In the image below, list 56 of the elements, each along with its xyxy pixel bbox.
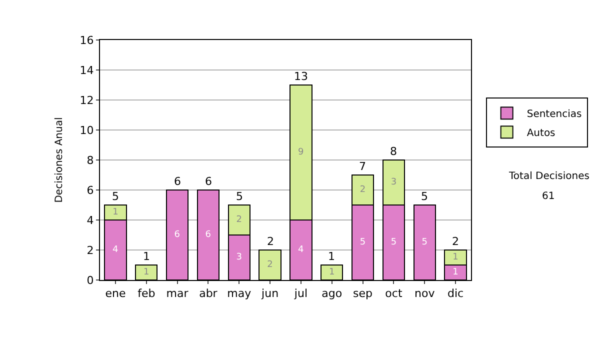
x-tick-label: mar xyxy=(166,287,189,300)
data-label: 5 xyxy=(390,238,397,248)
data-label: 5 xyxy=(360,238,366,248)
y-tick-label: 4 xyxy=(86,214,94,227)
data-label: 6 xyxy=(205,230,212,240)
total-label: 6 xyxy=(205,175,212,188)
total-label: 5 xyxy=(112,190,119,203)
x-tick-label: abr xyxy=(199,287,218,300)
data-label: 2 xyxy=(267,260,273,270)
x-tick-label: feb xyxy=(138,287,156,300)
x-tick-label: jul xyxy=(293,287,308,300)
total-label: 2 xyxy=(452,235,459,248)
y-tick-label: 16 xyxy=(80,34,94,47)
total-label: 7 xyxy=(359,160,366,173)
data-label: 1 xyxy=(144,268,150,278)
data-label: 1 xyxy=(329,268,335,278)
data-label: 2 xyxy=(360,185,366,195)
data-label: 3 xyxy=(236,252,242,262)
legend-label: Autos xyxy=(526,128,556,139)
text: 61 xyxy=(542,191,555,202)
text: Total Decisiones xyxy=(508,171,590,182)
x-tick-label: ene xyxy=(105,287,126,300)
data-label: 1 xyxy=(452,252,458,262)
x-tick-label: ago xyxy=(322,287,342,300)
y-tick-label: 14 xyxy=(80,64,94,77)
total-label: 5 xyxy=(421,190,428,203)
y-tick-label: 2 xyxy=(86,244,94,257)
x-tick-label: oct xyxy=(385,287,403,300)
x-tick-label: sep xyxy=(353,287,373,300)
y-tick-label: 8 xyxy=(86,154,94,167)
data-label: 1 xyxy=(452,268,458,278)
data-label: 3 xyxy=(390,178,397,188)
data-label: 2 xyxy=(236,215,242,225)
y-axis-title: Decisiones Anual xyxy=(54,117,65,203)
y-tick-label: 6 xyxy=(86,184,94,197)
total-label: 1 xyxy=(328,250,335,263)
data-label: 9 xyxy=(298,148,304,158)
data-label: 4 xyxy=(112,245,118,255)
x-tick-label: nov xyxy=(414,287,436,300)
y-tick-label: 0 xyxy=(86,274,94,287)
data-label: 1 xyxy=(112,208,118,218)
total-label: 1 xyxy=(143,250,150,263)
y-tick-label: 12 xyxy=(80,94,94,107)
x-tick-label: dic xyxy=(447,287,464,300)
y-tick-label: 10 xyxy=(80,124,94,137)
data-label: 5 xyxy=(422,238,428,248)
x-tick-label: jun xyxy=(260,287,279,300)
total-label: 13 xyxy=(294,70,308,83)
data-label: 6 xyxy=(174,230,180,240)
total-label: 8 xyxy=(390,145,397,158)
total-label: 6 xyxy=(174,175,181,188)
data-label: 4 xyxy=(298,245,304,255)
x-tick-label: may xyxy=(227,287,252,300)
total-label: 5 xyxy=(236,190,243,203)
legend-label: Sentencias xyxy=(526,109,582,120)
total-label: 2 xyxy=(267,235,274,248)
